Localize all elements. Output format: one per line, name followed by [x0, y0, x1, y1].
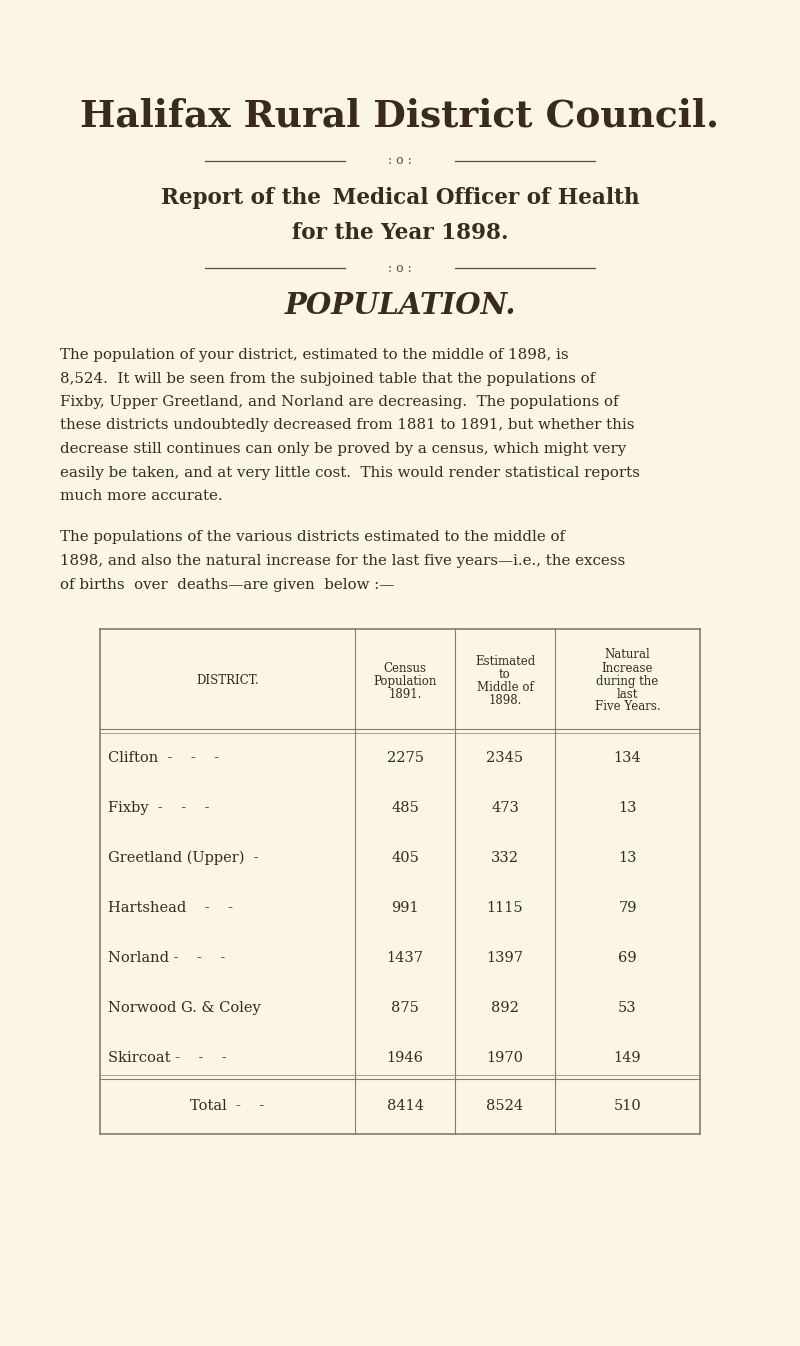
Text: Fixby, Upper Greetland, and Norland are decreasing.  The populations of: Fixby, Upper Greetland, and Norland are …	[60, 394, 618, 409]
Text: 1891.: 1891.	[388, 688, 422, 700]
Text: 1970: 1970	[486, 1051, 523, 1065]
Text: The populations of the various districts estimated to the middle of: The populations of the various districts…	[60, 530, 565, 545]
Text: 13: 13	[618, 801, 637, 814]
Text: 13: 13	[618, 851, 637, 865]
Text: Census: Census	[383, 661, 426, 674]
Text: 875: 875	[391, 1001, 419, 1015]
Text: 8414: 8414	[386, 1100, 423, 1113]
Text: of births  over  deaths—are given  below :—: of births over deaths—are given below :—	[60, 577, 394, 591]
Text: Report of the  Medical Officer of Health: Report of the Medical Officer of Health	[161, 187, 639, 209]
Text: 510: 510	[614, 1100, 642, 1113]
Text: 69: 69	[618, 952, 637, 965]
Text: Halifax Rural District Council.: Halifax Rural District Council.	[81, 97, 719, 135]
Text: DISTRICT.: DISTRICT.	[196, 674, 259, 688]
Text: 1898.: 1898.	[488, 695, 522, 707]
Text: 892: 892	[491, 1001, 519, 1015]
Text: last: last	[617, 688, 638, 700]
Text: Greetland (Upper)  -: Greetland (Upper) -	[108, 851, 258, 865]
Text: : o :: : o :	[388, 261, 412, 275]
Text: 473: 473	[491, 801, 519, 814]
Text: to: to	[499, 668, 511, 681]
Text: Total  -    -: Total - -	[190, 1100, 265, 1113]
Text: during the: during the	[596, 674, 658, 688]
Text: POPULATION.: POPULATION.	[284, 292, 516, 320]
Text: Population: Population	[374, 674, 437, 688]
Text: 149: 149	[614, 1051, 642, 1065]
Text: for the Year 1898.: for the Year 1898.	[292, 222, 508, 244]
Text: : o :: : o :	[388, 155, 412, 167]
Text: Middle of: Middle of	[477, 681, 534, 695]
Text: 332: 332	[491, 851, 519, 865]
Text: Natural: Natural	[605, 649, 650, 661]
Text: Norwood G. & Coley: Norwood G. & Coley	[108, 1001, 261, 1015]
Text: much more accurate.: much more accurate.	[60, 489, 222, 503]
Text: 2275: 2275	[386, 751, 423, 765]
Text: Increase: Increase	[602, 661, 654, 674]
Text: 1397: 1397	[486, 952, 523, 965]
Text: Hartshead    -    -: Hartshead - -	[108, 900, 233, 915]
Text: 8,524.  It will be seen from the subjoined table that the populations of: 8,524. It will be seen from the subjoine…	[60, 371, 595, 385]
Text: these districts undoubtedly decreased from 1881 to 1891, but whether this: these districts undoubtedly decreased fr…	[60, 419, 634, 432]
Text: decrease still continues can only be proved by a census, which might very: decrease still continues can only be pro…	[60, 441, 626, 456]
Text: 1898, and also the natural increase for the last five years—i.e., the excess: 1898, and also the natural increase for …	[60, 555, 626, 568]
Text: Norland -    -    -: Norland - - -	[108, 952, 226, 965]
Text: The population of your district, estimated to the middle of 1898, is: The population of your district, estimat…	[60, 349, 569, 362]
Text: 79: 79	[618, 900, 637, 915]
Text: 405: 405	[391, 851, 419, 865]
Text: 2345: 2345	[486, 751, 523, 765]
Text: easily be taken, and at very little cost.  This would render statistical reports: easily be taken, and at very little cost…	[60, 466, 640, 479]
Text: Five Years.: Five Years.	[594, 700, 660, 713]
Text: 53: 53	[618, 1001, 637, 1015]
Text: 1437: 1437	[386, 952, 423, 965]
Text: Fixby  -    -    -: Fixby - - -	[108, 801, 210, 814]
Text: 1115: 1115	[486, 900, 523, 915]
Text: 485: 485	[391, 801, 419, 814]
Text: 1946: 1946	[386, 1051, 423, 1065]
Text: Clifton  -    -    -: Clifton - - -	[108, 751, 219, 765]
Text: 8524: 8524	[486, 1100, 523, 1113]
Text: Skircoat -    -    -: Skircoat - - -	[108, 1051, 226, 1065]
Text: 134: 134	[614, 751, 642, 765]
Text: 991: 991	[391, 900, 419, 915]
Text: Estimated: Estimated	[475, 656, 535, 668]
